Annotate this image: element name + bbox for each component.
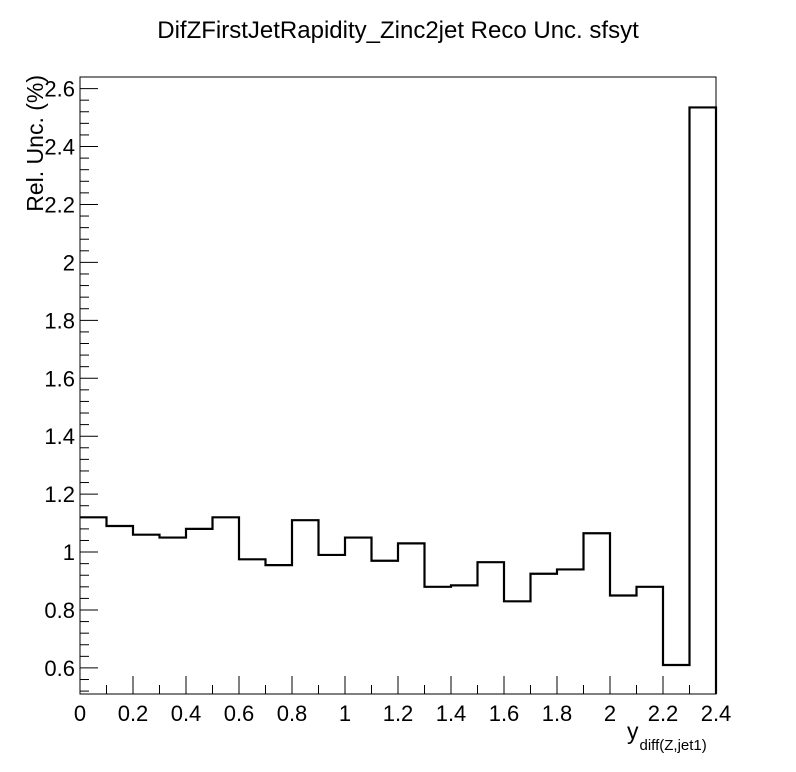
- y-tick-label: 2.2: [44, 192, 75, 217]
- x-tick-label: 1.4: [436, 701, 467, 726]
- x-tick-label: 1: [339, 701, 351, 726]
- plot-frame-rect: [79, 76, 717, 695]
- y-tick-label: 1.8: [44, 308, 75, 333]
- x-tick-label: 0.6: [224, 701, 255, 726]
- chart-title: DifZFirstJetRapidity_Zinc2jet Reco Unc. …: [157, 17, 639, 44]
- y-axis-tick-labels: 0.6 0.8 1 1.2 1.4 1.6 1.8 2 2.2 2.4 2.6: [44, 77, 75, 681]
- y-tick-label: 0.8: [44, 598, 75, 623]
- x-axis-label: ydiff(Z,jet1): [627, 718, 707, 754]
- y-tick-label: 1.2: [44, 482, 75, 507]
- y-axis-label: Rel. Unc. (%): [22, 75, 48, 212]
- x-tick-label: 1.6: [489, 701, 520, 726]
- x-tick-label: 2.4: [701, 701, 732, 726]
- x-tick-label: 1.2: [383, 701, 414, 726]
- x-tick-label: 0: [74, 701, 86, 726]
- y-tick-label: 2.4: [44, 135, 75, 160]
- x-tick-label: 0.2: [118, 701, 149, 726]
- x-axis-label-main: y: [627, 718, 639, 744]
- plot-frame: [79, 76, 717, 695]
- y-tick-label: 1.4: [44, 424, 75, 449]
- y-tick-label: 2: [63, 250, 75, 275]
- x-tick-label: 2.2: [648, 701, 679, 726]
- x-tick-label: 0.4: [171, 701, 202, 726]
- x-tick-label: 1.8: [542, 701, 573, 726]
- y-tick-label: 0.6: [44, 656, 75, 681]
- x-axis-tick-labels: 0 0.2 0.4 0.6 0.8 1 1.2 1.4 1.6 1.8 2 2.2 2.4: [74, 701, 731, 726]
- x-axis-label-subscript: diff(Z,jet1): [640, 737, 707, 754]
- y-tick-label: 1: [63, 540, 75, 565]
- y-axis-ticks: [80, 76, 98, 692]
- x-axis-ticks: [79, 676, 717, 694]
- y-tick-label: 1.6: [44, 366, 75, 391]
- histogram-series: [80, 106, 718, 694]
- y-tick-label: 2.6: [44, 77, 75, 102]
- x-tick-label: 2: [604, 701, 616, 726]
- x-tick-label: 0.8: [277, 701, 308, 726]
- histogram-step-line: [80, 106, 718, 694]
